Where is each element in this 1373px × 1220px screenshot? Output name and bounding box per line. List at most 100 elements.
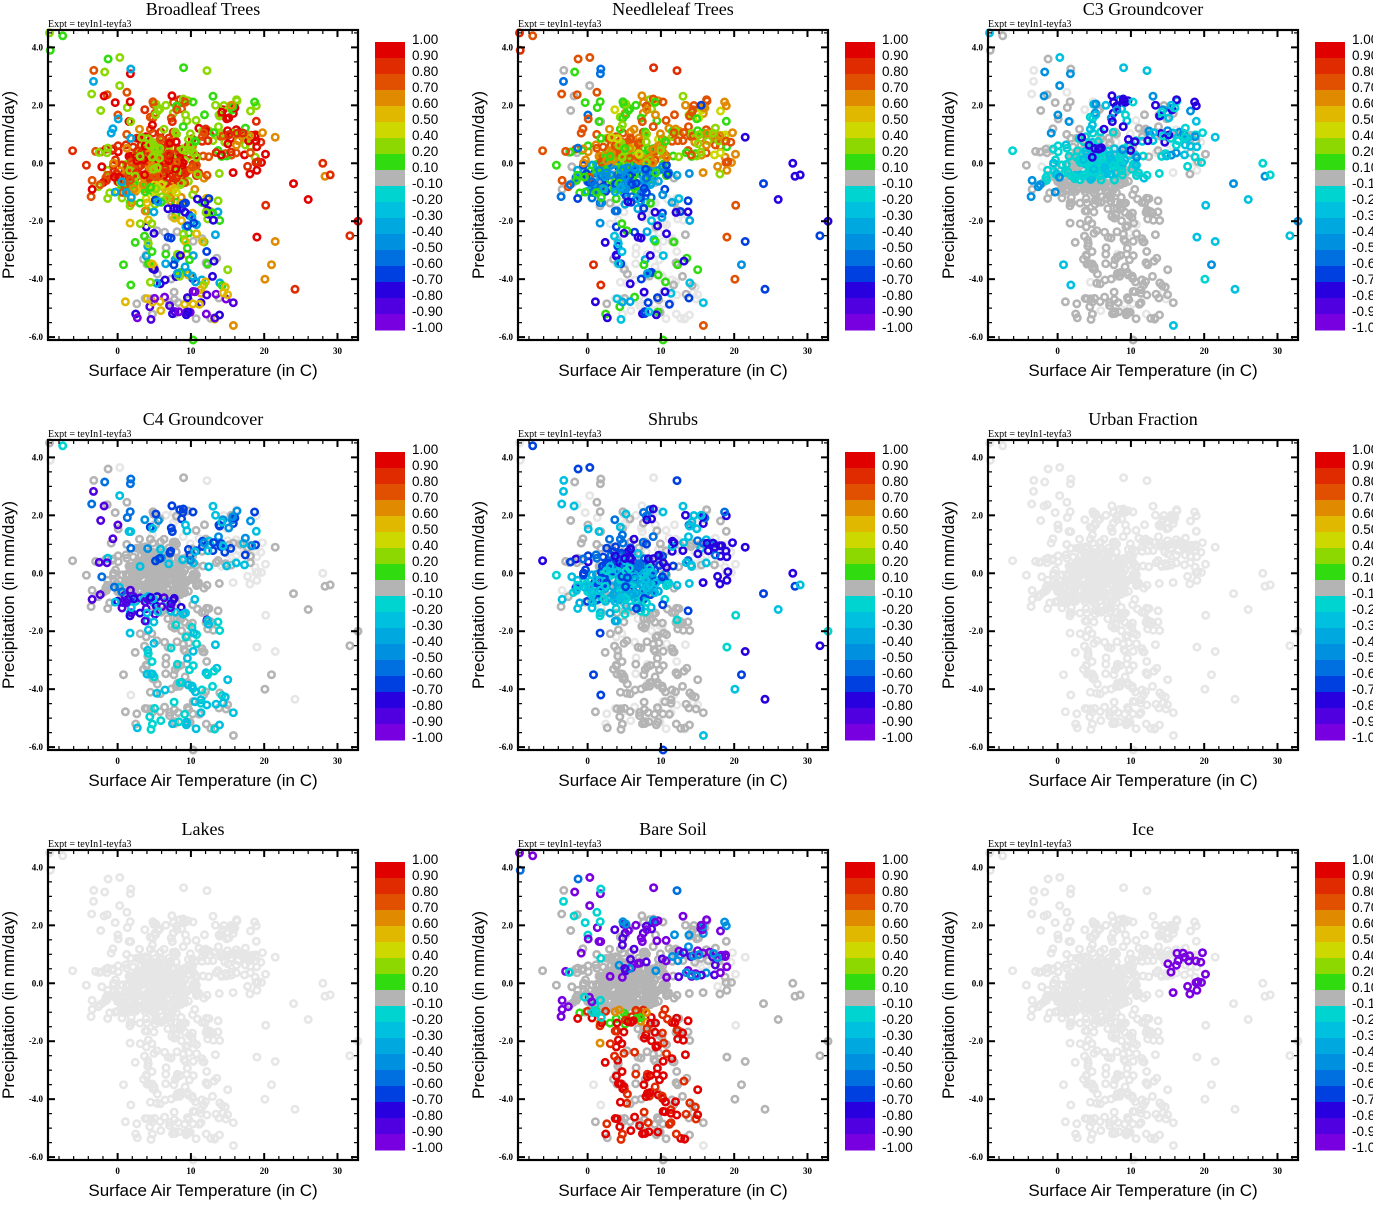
colorbar-label: -0.80 [882,698,913,713]
data-point [242,552,248,558]
data-point [110,536,116,542]
colorbar-label: 0.80 [412,64,438,79]
data-point [1077,610,1083,616]
data-point [117,464,123,470]
colorbar-label: -0.10 [882,586,913,601]
data-point [347,643,353,649]
data-point [1118,218,1124,224]
data-point [1050,536,1056,542]
data-point [1170,322,1176,328]
data-point [233,552,239,558]
data-point [1091,619,1097,625]
data-point [650,475,656,481]
data-point [149,658,155,664]
data-point [683,701,689,707]
data-point [1023,162,1029,168]
colorbar-swatch [1315,234,1345,251]
colorbar-swatch [375,266,405,283]
data-point [738,672,744,678]
data-point [618,316,624,322]
data-point [619,658,625,664]
data-point [163,655,169,661]
data-point [347,233,353,239]
data-point [717,171,723,177]
data-point [1111,296,1117,302]
data-point [187,131,193,137]
data-point [262,276,268,282]
data-point [178,218,184,224]
data-point [193,527,199,533]
data-point [215,198,221,204]
data-point [1077,631,1083,637]
data-point [559,501,565,507]
colorbar-label: -0.80 [882,288,913,303]
data-point [561,67,567,73]
data-point [99,164,105,170]
data-point [137,610,143,616]
data-point [1144,248,1150,254]
data-point [711,562,717,568]
data-point [171,672,177,678]
colorbar-label: 0.60 [1352,96,1373,111]
colorbar-label: -1.00 [412,730,443,745]
colorbar-label: 0.80 [1352,64,1373,79]
colorbar-label: 0.40 [412,128,438,143]
colorbar-label: 0.50 [412,522,438,537]
data-point [1068,282,1074,288]
data-point [60,33,66,39]
y-tick-label: 4.0 [972,42,984,52]
data-point [612,618,618,624]
data-point [1082,517,1088,523]
data-point [1149,273,1155,279]
data-point [162,277,168,283]
data-point [1094,681,1100,687]
data-point [259,130,265,136]
data-point [268,672,274,678]
data-point [530,443,536,449]
data-point [1141,112,1147,118]
colorbar-swatch [845,452,875,469]
colorbar-label: 0.10 [1352,160,1373,175]
data-point [621,619,627,625]
data-point [641,262,647,268]
data-point [656,667,662,673]
data-point [102,479,108,485]
data-point [618,726,624,732]
data-point [568,517,574,523]
data-point [558,603,564,609]
colorbar-label: -0.40 [412,634,443,649]
colorbar-swatch [375,596,405,613]
data-point [641,289,647,295]
data-point [606,536,612,542]
data-point [205,548,211,554]
data-point [128,135,134,141]
data-point [680,503,686,509]
data-point [169,93,175,99]
y-tick-label: 0.0 [502,158,514,168]
y-axis-label: Precipitation (in mm/day) [0,91,18,279]
data-point [216,722,222,728]
data-point [580,126,586,132]
data-point [674,248,680,254]
data-point [136,536,142,542]
experiment-annotation: Expt = teyIn1-teyfa3 [48,19,131,30]
data-point [567,559,573,565]
colorbar-label: -0.70 [882,682,913,697]
data-point [797,582,803,588]
colorbar-swatch [375,170,405,187]
data-point [190,509,196,515]
data-point [724,167,730,173]
points-layer [46,440,361,753]
colorbar-swatch [375,660,405,677]
data-point [163,671,169,677]
data-point [1245,606,1251,612]
data-point [1202,561,1208,567]
colorbar-swatch [1315,170,1345,187]
data-point [184,655,190,661]
data-point [182,264,188,270]
data-point [1155,534,1161,540]
data-point [694,292,700,298]
data-point [128,692,134,698]
data-point [147,536,153,542]
